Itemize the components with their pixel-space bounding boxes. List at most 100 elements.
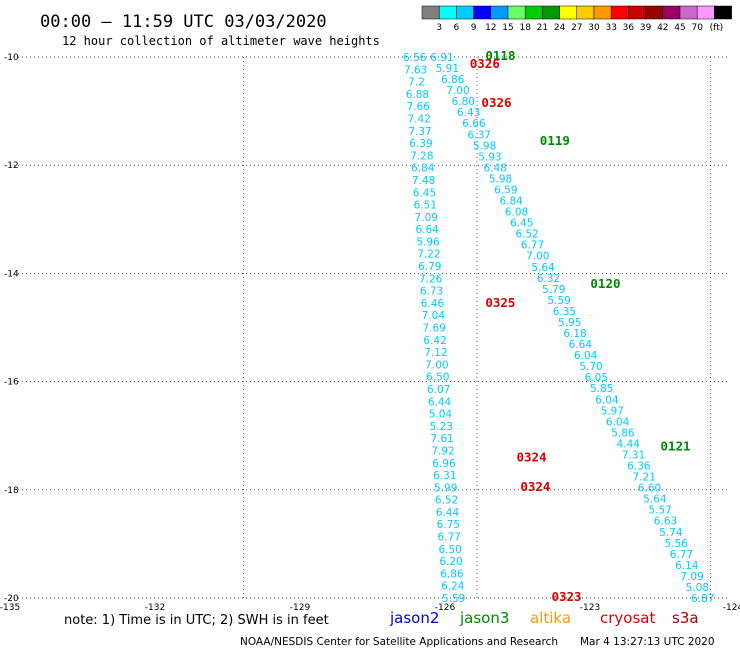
scale-swatch — [473, 5, 492, 20]
wave-height-value: 7.37 — [408, 126, 431, 138]
wave-height-value: 6.32 — [537, 273, 560, 285]
wave-height-value: 6.18 — [563, 328, 586, 340]
wave-height-value: 6.59 — [494, 184, 517, 196]
wave-height-value: 6.77 — [521, 240, 544, 252]
wave-height-value: 5.23 — [430, 421, 453, 433]
wave-height-value: 6.44 — [436, 507, 460, 519]
y-tick-label: -12 — [4, 161, 19, 171]
wave-height-value: 7.26 — [419, 273, 443, 285]
data-marks: 6.567.637.26.887.667.427.376.397.286.847… — [403, 48, 714, 605]
wave-height-value: 6.20 — [439, 556, 462, 568]
scale-swatch — [576, 5, 595, 20]
wave-height-value: 6.66 — [462, 118, 486, 130]
scale-label: 3 — [436, 23, 442, 33]
satellite-name-cryosat: cryosat — [600, 609, 655, 627]
pass-time-label: 0121 — [660, 439, 690, 454]
x-tick-label: -132 — [145, 603, 165, 613]
wave-height-value: 7.92 — [431, 445, 454, 457]
wave-height-value: 6.05 — [585, 372, 608, 384]
satellite-name-jason2: jason2 — [389, 609, 439, 627]
wave-height-value: 5.98 — [489, 173, 512, 185]
wave-height-value: 6.96 — [432, 458, 456, 470]
wave-height-value: 6.50 — [438, 544, 461, 556]
scale-swatch — [679, 5, 698, 20]
credit-text: NOAA/NESDIS Center for Satellite Applica… — [240, 636, 558, 648]
wave-height-value: 6.52 — [515, 229, 538, 241]
pass-time-label: 0323 — [551, 589, 581, 604]
pass-time-label: 0326 — [481, 95, 511, 110]
pass-time-label: 0324 — [516, 449, 546, 464]
pass-time-label: 0324 — [520, 479, 550, 494]
scale-swatch — [524, 5, 543, 20]
wave-height-value: 7.22 — [417, 249, 440, 261]
scale-label: 9 — [471, 23, 477, 33]
wave-height-value: 6.07 — [427, 384, 450, 396]
scale-swatch — [490, 5, 509, 20]
wave-height-value: 6.64 — [415, 224, 439, 236]
wave-height-value: 5.98 — [473, 140, 496, 152]
wave-height-value: 6.50 — [426, 372, 449, 384]
wave-height-value: 6.31 — [433, 470, 456, 482]
y-tick-label: -18 — [4, 486, 19, 496]
wave-height-value: 7.42 — [407, 113, 430, 125]
pass-time-label: 0325 — [485, 295, 515, 310]
wave-height-value: 7.04 — [422, 310, 446, 322]
wave-height-value: 6.63 — [654, 516, 677, 528]
wave-height-value: 7.00 — [526, 251, 549, 263]
scale-label: 21 — [537, 23, 548, 33]
wave-height-value: 6.88 — [406, 89, 429, 101]
wave-height-value: 5.91 — [436, 63, 459, 75]
wave-height-value: 7.61 — [430, 433, 453, 445]
x-tick-label: -124 — [723, 603, 740, 613]
wave-height-value: 6.35 — [553, 306, 576, 318]
wave-height-value: 7.63 — [404, 64, 427, 76]
wave-height-value: 6.46 — [421, 298, 445, 310]
wave-height-value: 7.12 — [424, 347, 447, 359]
wave-height-value: 6.80 — [452, 96, 475, 108]
wave-height-value: 7.09 — [415, 212, 438, 224]
pass-time-label: 0118 — [485, 48, 515, 63]
scale-label: 15 — [502, 23, 513, 33]
wave-height-value: 7.31 — [622, 449, 645, 461]
x-tick-label: -123 — [580, 603, 600, 613]
wave-height-value: 5.64 — [531, 262, 555, 274]
x-tick-label: -126 — [435, 603, 456, 613]
wave-height-value: 6.51 — [414, 200, 437, 212]
scale-label: 12 — [485, 23, 496, 33]
wave-height-value: 5.08 — [686, 582, 709, 594]
wave-height-value: 6.24 — [441, 581, 465, 593]
wave-height-value: 6.04 — [574, 350, 598, 362]
scale-swatch — [507, 5, 526, 20]
axes: -10 -12 -14 -16 -18 -20-135 -132 -129 -126 -123 -1… — [0, 53, 740, 613]
wave-height-value: 6.86 — [441, 74, 465, 86]
note-text: note: 1) Time is in UTC; 2) SWH is in fe… — [64, 613, 329, 628]
satellite-name-altika: altika — [530, 609, 571, 627]
wave-height-value: 6.44 — [428, 396, 452, 408]
wave-height-value: 7.69 — [423, 323, 446, 335]
wave-height-value: 7.2 — [408, 77, 425, 89]
scale-swatch — [714, 5, 732, 20]
scale-label: 39 — [640, 23, 652, 33]
scale-swatch — [456, 5, 474, 20]
wave-height-value: 6.39 — [409, 138, 432, 150]
scale-label: 36 — [623, 23, 635, 33]
wave-height-value: 6.45 — [413, 187, 436, 199]
scale-swatch — [628, 5, 646, 20]
wave-height-value: 5.59 — [442, 593, 465, 605]
wave-height-value: 6.77 — [438, 532, 461, 544]
wave-height-value: 5.85 — [590, 383, 613, 395]
wave-height-value: 6.77 — [670, 549, 693, 561]
x-tick-label: -129 — [290, 603, 311, 613]
wave-height-value: 5.70 — [579, 361, 602, 373]
wave-height-value: 5.64 — [643, 494, 667, 506]
wave-height-value: 7.00 — [446, 85, 469, 97]
wave-height-value: 6.42 — [423, 335, 446, 347]
y-tick-label: -14 — [4, 269, 19, 279]
wave-height-value: 7.21 — [633, 472, 656, 484]
wave-height-value: 6.36 — [627, 461, 651, 473]
wave-height-value: 6.86 — [440, 568, 464, 580]
wave-height-value: 6.04 — [595, 394, 619, 406]
wave-height-value: 6.37 — [468, 129, 491, 141]
